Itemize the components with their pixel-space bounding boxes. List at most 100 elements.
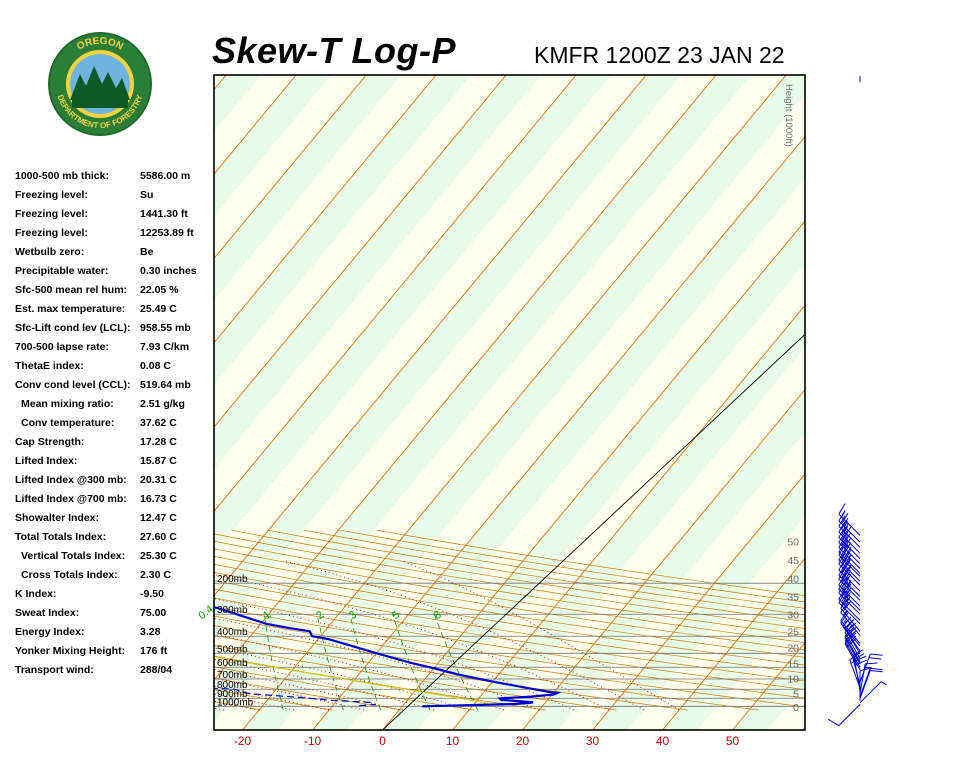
wind-barb	[838, 526, 861, 559]
temperature-band	[214, 75, 542, 470]
skewt-chart: 0.4 1 2 3 5 8200mb300mb400mb500mb600mb700mb80…	[0, 74, 806, 748]
dry-adiabat	[214, 533, 805, 629]
barb-shaft	[838, 559, 861, 582]
barb-flag	[844, 526, 852, 538]
dry-adiabat	[214, 689, 333, 711]
index-label: Precipitable water:	[15, 265, 109, 277]
x-tick-label: 40	[656, 734, 670, 748]
barb-shaft	[859, 670, 871, 699]
index-label: Lifted Index @300 mb:	[15, 474, 127, 486]
index-row: Total Totals Index: 27.60 C	[15, 528, 215, 547]
barb-shaft	[838, 554, 861, 577]
index-label: Vertical Totals Index:	[21, 550, 126, 562]
mixing-ratio-line	[200, 614, 210, 710]
index-value: 958.55 mb	[140, 322, 191, 334]
isotherm-line	[0, 75, 86, 730]
index-value: 16.73 C	[140, 493, 177, 505]
dry-adiabat	[214, 540, 805, 636]
barb-shaft	[840, 611, 861, 636]
index-value: 22.05 %	[140, 284, 179, 296]
barb-shaft	[838, 578, 861, 601]
isotherm-line	[0, 75, 156, 730]
wind-barb	[838, 564, 861, 597]
barb-shaft	[849, 659, 861, 688]
barb-half-flag	[848, 634, 854, 640]
barb-flag	[841, 539, 849, 551]
oregon-forestry-logo: OREGON DEPARTMENT OF FORESTRY	[48, 32, 152, 136]
index-row: Precipitable water: 0.30 inches	[15, 262, 215, 281]
barb-shaft	[838, 569, 861, 592]
barb-half-flag	[844, 526, 849, 533]
index-row: ThetaE index: 0.08 C	[15, 357, 215, 376]
height-tick-label: 50	[787, 537, 799, 549]
index-label: Lifted Index:	[15, 455, 78, 467]
height-tick-label: 30	[787, 609, 799, 621]
isotherm-line	[214, 75, 647, 597]
barb-flag	[841, 534, 849, 546]
index-label: 1000-500 mb thick:	[15, 170, 109, 182]
index-row: Freezing level: 12253.89 ft	[15, 224, 215, 243]
height-tick-label: 35	[787, 592, 799, 604]
barb-flag	[838, 564, 846, 576]
temperature-band	[242, 75, 805, 730]
isotherm-line	[214, 75, 577, 513]
barb-flag	[865, 662, 878, 665]
dry-adiabat	[214, 677, 404, 711]
barb-shaft	[840, 620, 861, 644]
barb-flag	[868, 657, 882, 660]
index-label: Energy Index:	[15, 626, 85, 638]
x-tick-label: -20	[234, 734, 252, 748]
barb-half-flag	[841, 511, 846, 518]
barb-shaft	[844, 640, 861, 668]
tree-icon	[70, 66, 130, 100]
barb-flag	[841, 523, 849, 536]
temperature-band	[0, 75, 191, 730]
chart-title: Skew-T Log-P	[212, 30, 457, 71]
barb-flag	[844, 532, 852, 544]
barb-shaft	[844, 632, 861, 659]
barb-shaft	[838, 704, 861, 726]
wind-barb-column	[827, 76, 887, 727]
index-label: Freezing level:	[15, 227, 88, 239]
index-row: Sfc-Lift cond lev (LCL): 958.55 mb	[15, 319, 215, 338]
index-value: 2.30 C	[140, 569, 171, 581]
index-label: Transport wind:	[15, 664, 94, 676]
barb-shaft	[838, 546, 861, 569]
logo-ground	[72, 96, 128, 108]
dry-adiabat	[0, 530, 191, 710]
index-label: K Index:	[15, 588, 57, 600]
pressure-label: 500mb	[217, 644, 248, 655]
wind-barb	[859, 681, 887, 704]
wind-barb	[859, 653, 883, 683]
barb-shaft	[859, 668, 871, 697]
moist-adiabat	[214, 707, 225, 711]
wind-barb	[859, 670, 883, 699]
index-row: Vertical Totals Index: 25.30 C	[15, 547, 215, 566]
index-row: Cap Strength: 17.28 C	[15, 433, 215, 452]
index-value: 25.30 C	[140, 550, 177, 562]
index-value: 37.62 C	[140, 417, 177, 429]
isotherm-line	[214, 75, 367, 260]
temperature-band	[214, 75, 332, 217]
index-value: 75.00	[140, 607, 167, 619]
index-row: 1000-500 mb thick: 5586.00 m	[15, 167, 215, 186]
index-label: Cap Strength:	[15, 436, 85, 448]
index-label: ThetaE index:	[15, 360, 84, 372]
index-row: Wetbulb zero: Be	[15, 243, 215, 262]
index-value: 12253.89 ft	[140, 227, 194, 239]
index-value: 0.08 C	[140, 360, 171, 372]
height-tick-label: 15	[787, 659, 799, 671]
barb-shaft	[838, 531, 861, 554]
index-value: 15.87 C	[140, 455, 177, 467]
barb-half-flag	[880, 681, 887, 686]
barb-shaft	[844, 643, 861, 670]
mixing-ratio-line	[349, 614, 382, 711]
x-tick-label: 10	[446, 734, 460, 748]
logo-top-text: OREGON	[75, 36, 125, 53]
temperature-band	[214, 75, 682, 638]
height-tick-label: 0	[793, 702, 799, 714]
index-value: Be	[140, 246, 154, 258]
barb-flag	[851, 649, 864, 657]
barb-shaft	[838, 513, 861, 536]
isotherm-line	[0, 75, 16, 730]
